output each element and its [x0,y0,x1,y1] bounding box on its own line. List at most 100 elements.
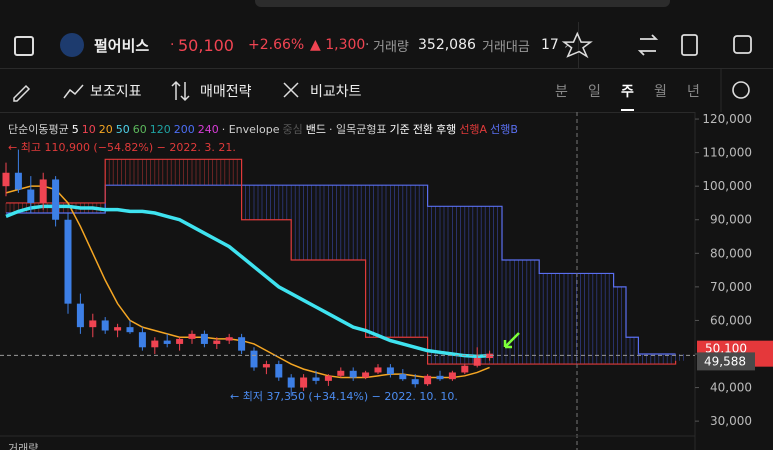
candle-body [250,350,258,368]
legend-item[interactable]: 선행B [490,123,518,136]
period-tab[interactable]: 년 [687,84,700,100]
price-tag-label: 49,588 [704,354,746,368]
candle-body [200,333,208,344]
draw-icon[interactable] [13,84,31,102]
toolbar: 보조지표 매매전략 비교차트 분 일 주 월 년 [0,68,773,113]
candle-body [2,172,10,187]
top-pill [255,0,670,7]
candle-body [362,372,370,378]
candle-body [262,364,270,368]
toolbar-item[interactable]: 보조지표 [90,84,142,100]
legend-item[interactable]: 50 [115,123,130,136]
candle-body [473,358,481,366]
period-tab[interactable]: 일 [588,84,601,100]
candle-body [89,320,97,328]
legend-item[interactable]: 기준 [389,123,410,136]
candle-body [14,172,22,190]
candle-body [126,327,134,333]
period-tab[interactable]: 주 [621,81,634,111]
amount-label: 거래대금 [482,39,530,55]
indicator-icon[interactable] [63,84,84,99]
favorite-icon[interactable] [561,31,593,59]
legend-item[interactable]: 전환 [412,123,434,136]
candle-body [138,332,146,348]
candle-body [39,179,47,203]
legend-item[interactable]: 60 [132,123,147,136]
y-tick-label: 60,000 [710,313,752,327]
candle-body [52,179,60,220]
y-tick-label: 110,000 [702,146,752,160]
candle-body [324,375,332,381]
y-tick-label: 100,000 [702,179,752,193]
ma-line [6,184,676,355]
change-pct: +2.66% [248,37,305,53]
legend-item[interactable]: · Envelope [221,123,280,136]
strategy-icon[interactable] [171,80,190,102]
candle-body [374,367,382,373]
price-tag [697,340,773,367]
period-tab[interactable]: 분 [555,84,568,100]
price-tag-label: 50,100 [705,342,747,356]
memo-icon[interactable] [681,34,698,56]
y-tick-label: 90,000 [710,213,752,227]
candle-body [176,338,184,344]
arrow [503,332,520,349]
candle-body [349,370,357,378]
candle-body [337,370,345,376]
candle-body [188,333,196,339]
period-tab[interactable]: 월 [654,84,667,100]
legend-item[interactable]: 200 [173,123,195,136]
candle-body [64,219,72,304]
change: ▲ 1,300 [310,37,366,53]
legend-item[interactable]: 10 [81,123,96,136]
toolbar-item[interactable]: 비교차트 [310,84,362,100]
candle-body [163,340,171,344]
legend-item[interactable]: 후행 [436,123,457,136]
candle-body [76,303,84,328]
ma-line [6,158,677,365]
legend-item[interactable]: · 일목균형표 [328,123,387,136]
toolbar-icons [13,68,750,112]
candle-body [386,367,394,375]
panel-icon[interactable] [733,35,752,54]
compare-icon[interactable] [283,82,299,98]
sidebar-icon[interactable] [14,36,34,56]
price-tag [697,352,755,371]
y-tick-label: 80,000 [710,246,752,260]
legend-item[interactable]: 5 [71,123,79,136]
candle-body [238,337,246,351]
legend: 단순이동평균 5 10 20 50 60 120 200 240 · Envelope 중심 밴드 · … [8,121,521,137]
stock-name[interactable]: 펄어비스 [94,36,150,55]
candle-body [151,340,159,348]
candle-body [424,375,432,385]
candle-body [461,365,469,373]
header: 펄어비스 · 50,100 +2.66% ▲ 1,300 · 거래량 352,0… [0,22,773,69]
legend-item[interactable]: 20 [98,123,113,136]
settings-icon[interactable] [732,81,750,99]
axis-panel [695,112,773,450]
legend-item[interactable]: 선행A [459,123,488,136]
legend-item[interactable]: 120 [149,123,171,136]
y-tick-label: 120,000 [702,112,752,126]
candle-body [275,364,283,378]
legend-item[interactable]: 240 [197,123,219,136]
ma-line [5,185,490,379]
swap-icon[interactable] [637,34,659,56]
candle-body [312,377,320,381]
legend-item[interactable]: 중심 [282,123,303,136]
candle-body [448,372,456,380]
toolbar-item[interactable]: 매매전략 [200,84,252,100]
y-tick-label: 70,000 [710,280,752,294]
legend-item[interactable]: 밴드 [305,123,326,136]
candle-body [486,353,494,359]
candle-body [300,377,308,388]
annotation-low: ← 최저 37,350 (+34.14%) − 2022. 10. 10. [230,390,458,403]
volume-label: 거래량 [8,442,38,450]
candle-body [27,189,35,203]
amount: 17 [541,37,559,53]
volume-label: 거래량 [373,39,409,55]
volume: 352,086 [418,37,476,53]
legend-item[interactable]: 단순이동평균 [8,123,69,136]
y-tick-label: 40,000 [710,381,752,395]
